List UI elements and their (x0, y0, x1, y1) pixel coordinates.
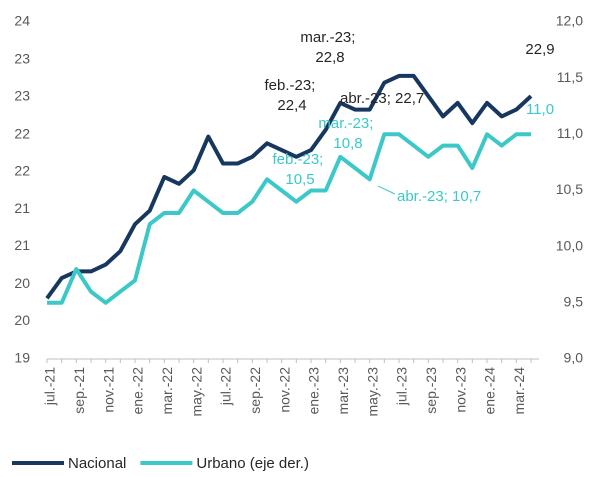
x-tick-label: mar.-23 (335, 367, 351, 415)
x-tick-label: jul.-23 (394, 367, 410, 406)
x-tick-label: mar.-24 (511, 367, 527, 415)
x-tick-label: sep.-21 (71, 367, 87, 414)
y2-tick-label: 11,0 (557, 125, 583, 141)
y-tick-label: 21 (14, 200, 30, 216)
y-tick-label: 19 (14, 350, 30, 366)
y-tick-label: 23 (14, 88, 30, 104)
data-label: feb.-23; 10,5 (272, 151, 327, 188)
y-tick-label: 20 (14, 275, 30, 291)
data-label: abr.-23; 22,7 (340, 90, 424, 107)
x-tick-label: may.-23 (364, 367, 380, 417)
x-tick-label: ene.-23 (306, 367, 322, 415)
data-label: feb.-23; 22,4 (264, 77, 319, 114)
x-tick-label: sep.-22 (247, 367, 263, 414)
y-tick-label: 21 (14, 237, 30, 253)
series-line (45, 73, 533, 300)
y-tick-label: 23 (14, 50, 30, 66)
leader-line (377, 185, 396, 195)
x-tick-label: nov.-21 (100, 367, 116, 413)
legend-label: Urbano (eje der.) (196, 455, 309, 472)
y-tick-label: 24 (14, 13, 30, 29)
y-tick-label: 20 (14, 312, 30, 328)
y2-tick-label: 9,5 (564, 294, 584, 310)
x-tick-label: mar.-22 (159, 367, 175, 415)
y2-tick-label: 10,5 (556, 181, 583, 197)
y-tick-label: 22 (14, 162, 30, 178)
data-label: 22,9 (525, 41, 554, 58)
data-label: abr.-23; 10,7 (397, 188, 481, 205)
legend-label: Nacional (68, 455, 126, 472)
x-tick-label: jul.-22 (218, 367, 234, 406)
y2-tick-label: 9,0 (564, 350, 584, 366)
y2-tick-label: 10,0 (556, 237, 583, 253)
y2-tick-label: 12,0 (556, 13, 583, 29)
data-label: mar.-23; 22,8 (300, 29, 359, 66)
x-tick-label: may.-22 (188, 367, 204, 417)
x-tick-label: nov.-23 (452, 367, 468, 413)
x-tick-label: ene.-24 (482, 367, 498, 415)
x-tick-label: jul.-21 (42, 367, 58, 406)
x-tick-label: sep.-23 (423, 367, 439, 414)
data-label: mar.-23; 10,8 (318, 115, 377, 152)
y2-tick-label: 11,5 (557, 69, 583, 85)
x-tick-label: nov.-22 (276, 367, 292, 413)
data-label: 11,0 (526, 101, 554, 118)
y-tick-label: 22 (14, 125, 30, 141)
series-line (47, 132, 531, 305)
x-tick-label: ene.-22 (130, 367, 146, 415)
